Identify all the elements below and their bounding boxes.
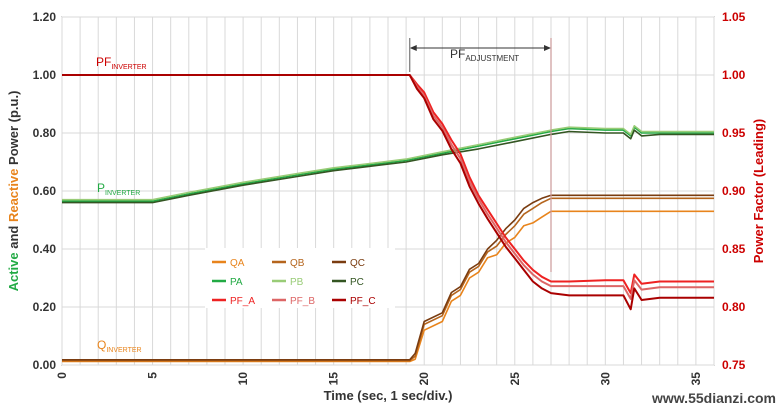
- y-left-tick-label-0.80: 0.80: [33, 126, 57, 140]
- y-right-tick-label-1.00: 1.00: [722, 68, 746, 82]
- data-series: [62, 74, 714, 363]
- y-left-title-and: and: [6, 222, 21, 252]
- x-tick-label-20: 20: [417, 372, 431, 386]
- y-right-axis-ticks: 0.75 0.80 0.85 0.90 0.95 1.00 1.05: [722, 10, 746, 372]
- y-left-title-active: Active: [6, 252, 21, 291]
- x-tick-label-5: 5: [146, 372, 160, 379]
- y-left-tick-label-1.20: 1.20: [33, 10, 57, 24]
- pf-adjustment-sub: ADJUSTMENT: [465, 54, 519, 63]
- y-left-tick-label-0.00: 0.00: [33, 358, 57, 372]
- x-tick-label-15: 15: [327, 372, 341, 386]
- q-inverter-label: QINVERTER: [97, 338, 142, 354]
- y-left-title-reactive: Reactive: [6, 169, 21, 222]
- x-tick-label-35: 35: [689, 372, 703, 386]
- p-inverter-sub: INVERTER: [105, 190, 140, 197]
- legend-label-pf-b: PF_B: [290, 296, 315, 307]
- pf-adjustment-arrow-right: [544, 45, 551, 51]
- watermark: www.55dianzi.com: [651, 390, 776, 406]
- pf-inverter-label: PFINVERTER: [96, 55, 147, 71]
- legend-label-pf-a: PF_A: [230, 296, 255, 307]
- y-right-tick-label-0.75: 0.75: [722, 358, 746, 372]
- p-inverter-main: P: [97, 181, 105, 195]
- legend-box: [205, 248, 395, 308]
- x-axis-ticks: 0 5 10 15 20 25 30 35: [55, 372, 703, 386]
- y-left-tick-label-0.20: 0.20: [33, 300, 57, 314]
- series-line-pf-a: [62, 74, 714, 295]
- y-right-tick-label-0.95: 0.95: [722, 126, 746, 140]
- y-right-axis-title: Power Factor (Leading): [751, 119, 766, 263]
- legend: QA QB QC PA PB PC PF_A PF_B PF_C: [205, 248, 395, 308]
- x-tick-label-30: 30: [598, 372, 612, 386]
- series-line-qc: [62, 194, 714, 361]
- x-tick-label-0: 0: [55, 372, 69, 379]
- series-line-qa: [62, 210, 714, 363]
- series-line-pb: [62, 125, 714, 201]
- x-tick-label-10: 10: [236, 372, 250, 386]
- legend-label-pa: PA: [230, 277, 243, 288]
- pf-inverter-main: PF: [96, 55, 111, 69]
- series-line-pa: [62, 126, 714, 202]
- series-line-pc: [62, 129, 714, 204]
- p-inverter-label: PINVERTER: [97, 181, 140, 197]
- pf-adjustment-arrow-left: [409, 45, 417, 51]
- pf-adjustment-bracket: PFADJUSTMENT: [409, 38, 552, 272]
- y-left-axis-ticks: 0.00 0.20 0.40 0.60 0.80 1.00 1.20: [33, 10, 57, 372]
- pf-inverter-sub: INVERTER: [111, 64, 146, 71]
- pf-adjustment-main: PF: [450, 47, 465, 61]
- y-left-tick-label-1.00: 1.00: [33, 68, 57, 82]
- series-line-pf-c: [62, 74, 714, 311]
- legend-label-qc: QC: [350, 258, 365, 269]
- q-inverter-sub: INVERTER: [106, 347, 141, 354]
- y-left-tick-label-0.60: 0.60: [33, 184, 57, 198]
- series-line-pf-b: [62, 74, 714, 300]
- y-left-title-power: Power (p.u.): [6, 91, 21, 169]
- pf-adjustment-label: PFADJUSTMENT: [450, 47, 519, 63]
- y-right-tick-label-0.90: 0.90: [722, 184, 746, 198]
- legend-label-qb: QB: [290, 258, 305, 269]
- y-left-tick-label-0.40: 0.40: [33, 242, 57, 256]
- y-right-tick-label-1.05: 1.05: [722, 10, 746, 24]
- y-right-tick-label-0.80: 0.80: [722, 300, 746, 314]
- legend-label-pb: PB: [290, 277, 304, 288]
- legend-label-pc: PC: [350, 277, 364, 288]
- y-right-tick-label-0.85: 0.85: [722, 242, 746, 256]
- y-left-axis-title: Active and Reactive Power (p.u.): [6, 91, 21, 292]
- x-axis-title: Time (sec, 1 sec/div.): [324, 388, 453, 403]
- legend-label-pf-c: PF_C: [350, 296, 376, 307]
- x-tick-label-25: 25: [508, 372, 522, 386]
- legend-label-qa: QA: [230, 258, 245, 269]
- q-inverter-main: Q: [97, 338, 106, 352]
